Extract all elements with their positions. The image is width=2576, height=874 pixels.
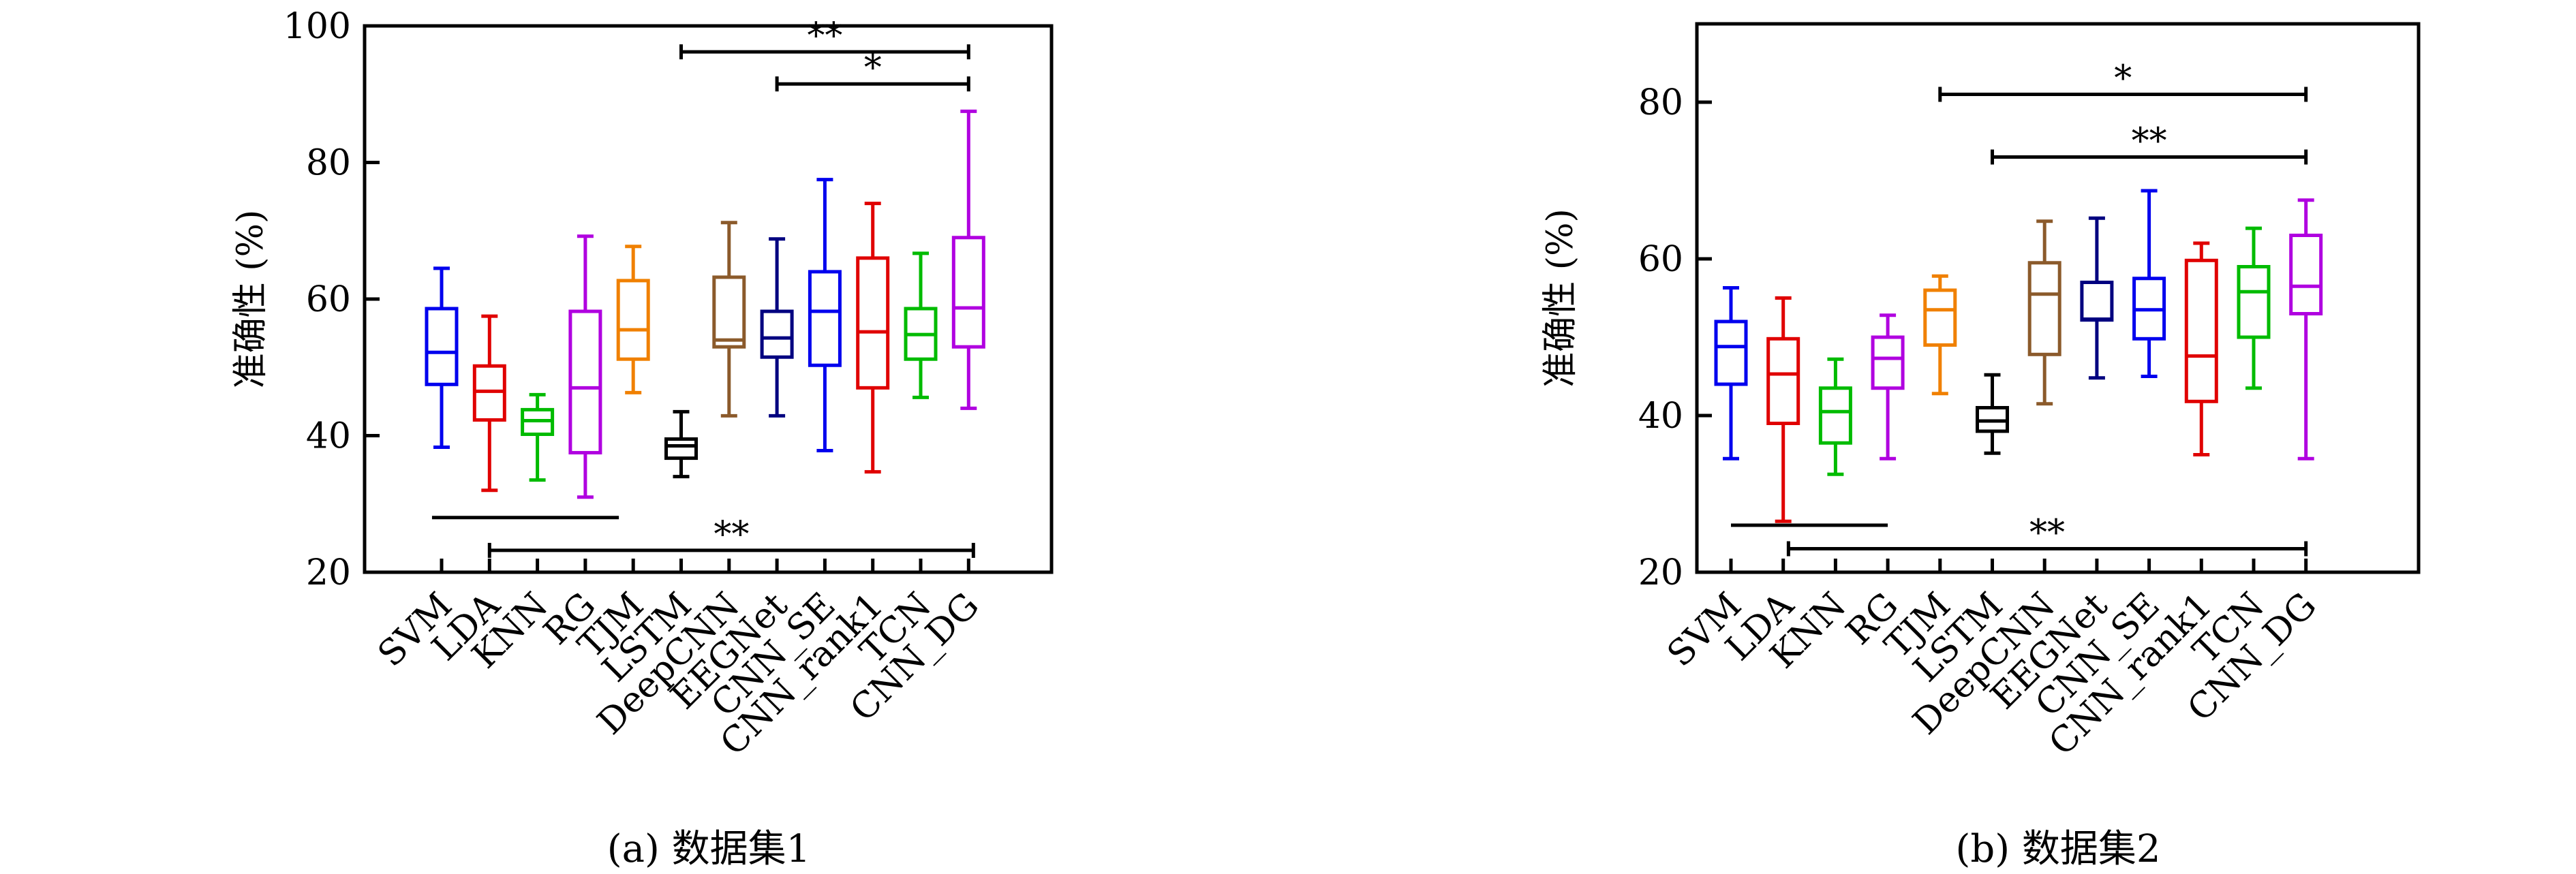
box-iqr (2237, 265, 2271, 339)
box-SVM (1714, 286, 1748, 461)
box-iqr (2027, 261, 2061, 356)
figure-caption: (b) 数据集2 (1956, 827, 2161, 871)
box-iqr (1871, 335, 1905, 390)
box-iqr (472, 364, 506, 422)
significance-label: ** (714, 514, 749, 555)
significance-bracket: ** (1991, 121, 2308, 165)
box-iqr (425, 307, 459, 386)
box-iqr (616, 279, 650, 361)
box-KNN (1818, 357, 1852, 476)
box-CNN_rank1 (856, 202, 890, 474)
box-KNN (521, 392, 555, 482)
box-SVM (425, 266, 459, 450)
box-DeepCNN (712, 221, 746, 418)
box-iqr (2080, 281, 2114, 322)
box-iqr (951, 236, 985, 349)
y-tick-label: 20 (306, 552, 351, 593)
y-tick-label: 60 (1638, 239, 1683, 280)
y-axis-label: 准确性 (%) (1540, 208, 1581, 388)
box-iqr (568, 309, 602, 455)
box-iqr (712, 275, 746, 349)
box-iqr (760, 309, 794, 359)
box-CNN_rank1 (2184, 241, 2218, 456)
y-tick-label: 80 (306, 143, 351, 184)
y-tick-label: 100 (283, 6, 351, 47)
significance-label: * (2114, 59, 2132, 99)
box-CNN_DG (2289, 198, 2323, 461)
box-iqr (856, 256, 890, 390)
box-iqr (2289, 234, 2323, 315)
box-TCN (2237, 226, 2271, 390)
box-iqr (1714, 319, 1748, 386)
y-axis-label: 准确性 (%) (230, 210, 271, 389)
box-iqr (664, 437, 698, 461)
box-RG (1871, 313, 1905, 461)
significance-label: * (864, 48, 882, 89)
significance-bracket: ** (1786, 513, 2308, 557)
significance-bracket: * (1938, 59, 2308, 102)
y-tick-label: 40 (1638, 396, 1683, 437)
plot-frame (1695, 22, 2421, 574)
box-EEGNet (760, 237, 794, 418)
box-LDA (1766, 296, 1800, 523)
box-RG (568, 234, 602, 499)
box-LSTM (1976, 373, 2009, 455)
box-iqr (1923, 288, 1957, 347)
box-TCN (904, 251, 938, 399)
box-iqr (1766, 337, 1800, 425)
box-CNN_DG (951, 109, 985, 410)
significance-label: ** (807, 16, 842, 57)
significance-label: ** (2029, 513, 2065, 554)
box-iqr (808, 270, 842, 367)
figure-caption: (a) 数据集1 (607, 827, 811, 871)
significance-bracket: ** (679, 16, 970, 60)
y-tick-label: 20 (1638, 552, 1683, 593)
significance-label: ** (2132, 121, 2167, 162)
box-CNN_SE (2132, 189, 2166, 378)
box-iqr (2184, 258, 2218, 403)
significance-bracket: ** (487, 514, 975, 558)
box-EEGNet (2080, 216, 2114, 380)
box-LSTM (664, 409, 698, 479)
box-iqr (1818, 386, 1852, 445)
y-tick-label: 40 (306, 416, 351, 457)
box-LDA (472, 314, 506, 493)
significance-bracket: * (775, 48, 970, 92)
box-DeepCNN (2027, 219, 2061, 406)
plot-frame (363, 24, 1054, 574)
box-TJM (616, 245, 650, 394)
y-tick-label: 80 (1638, 82, 1683, 123)
box-CNN_SE (808, 178, 842, 453)
y-tick-label: 60 (306, 279, 351, 320)
box-TJM (1923, 274, 1957, 396)
